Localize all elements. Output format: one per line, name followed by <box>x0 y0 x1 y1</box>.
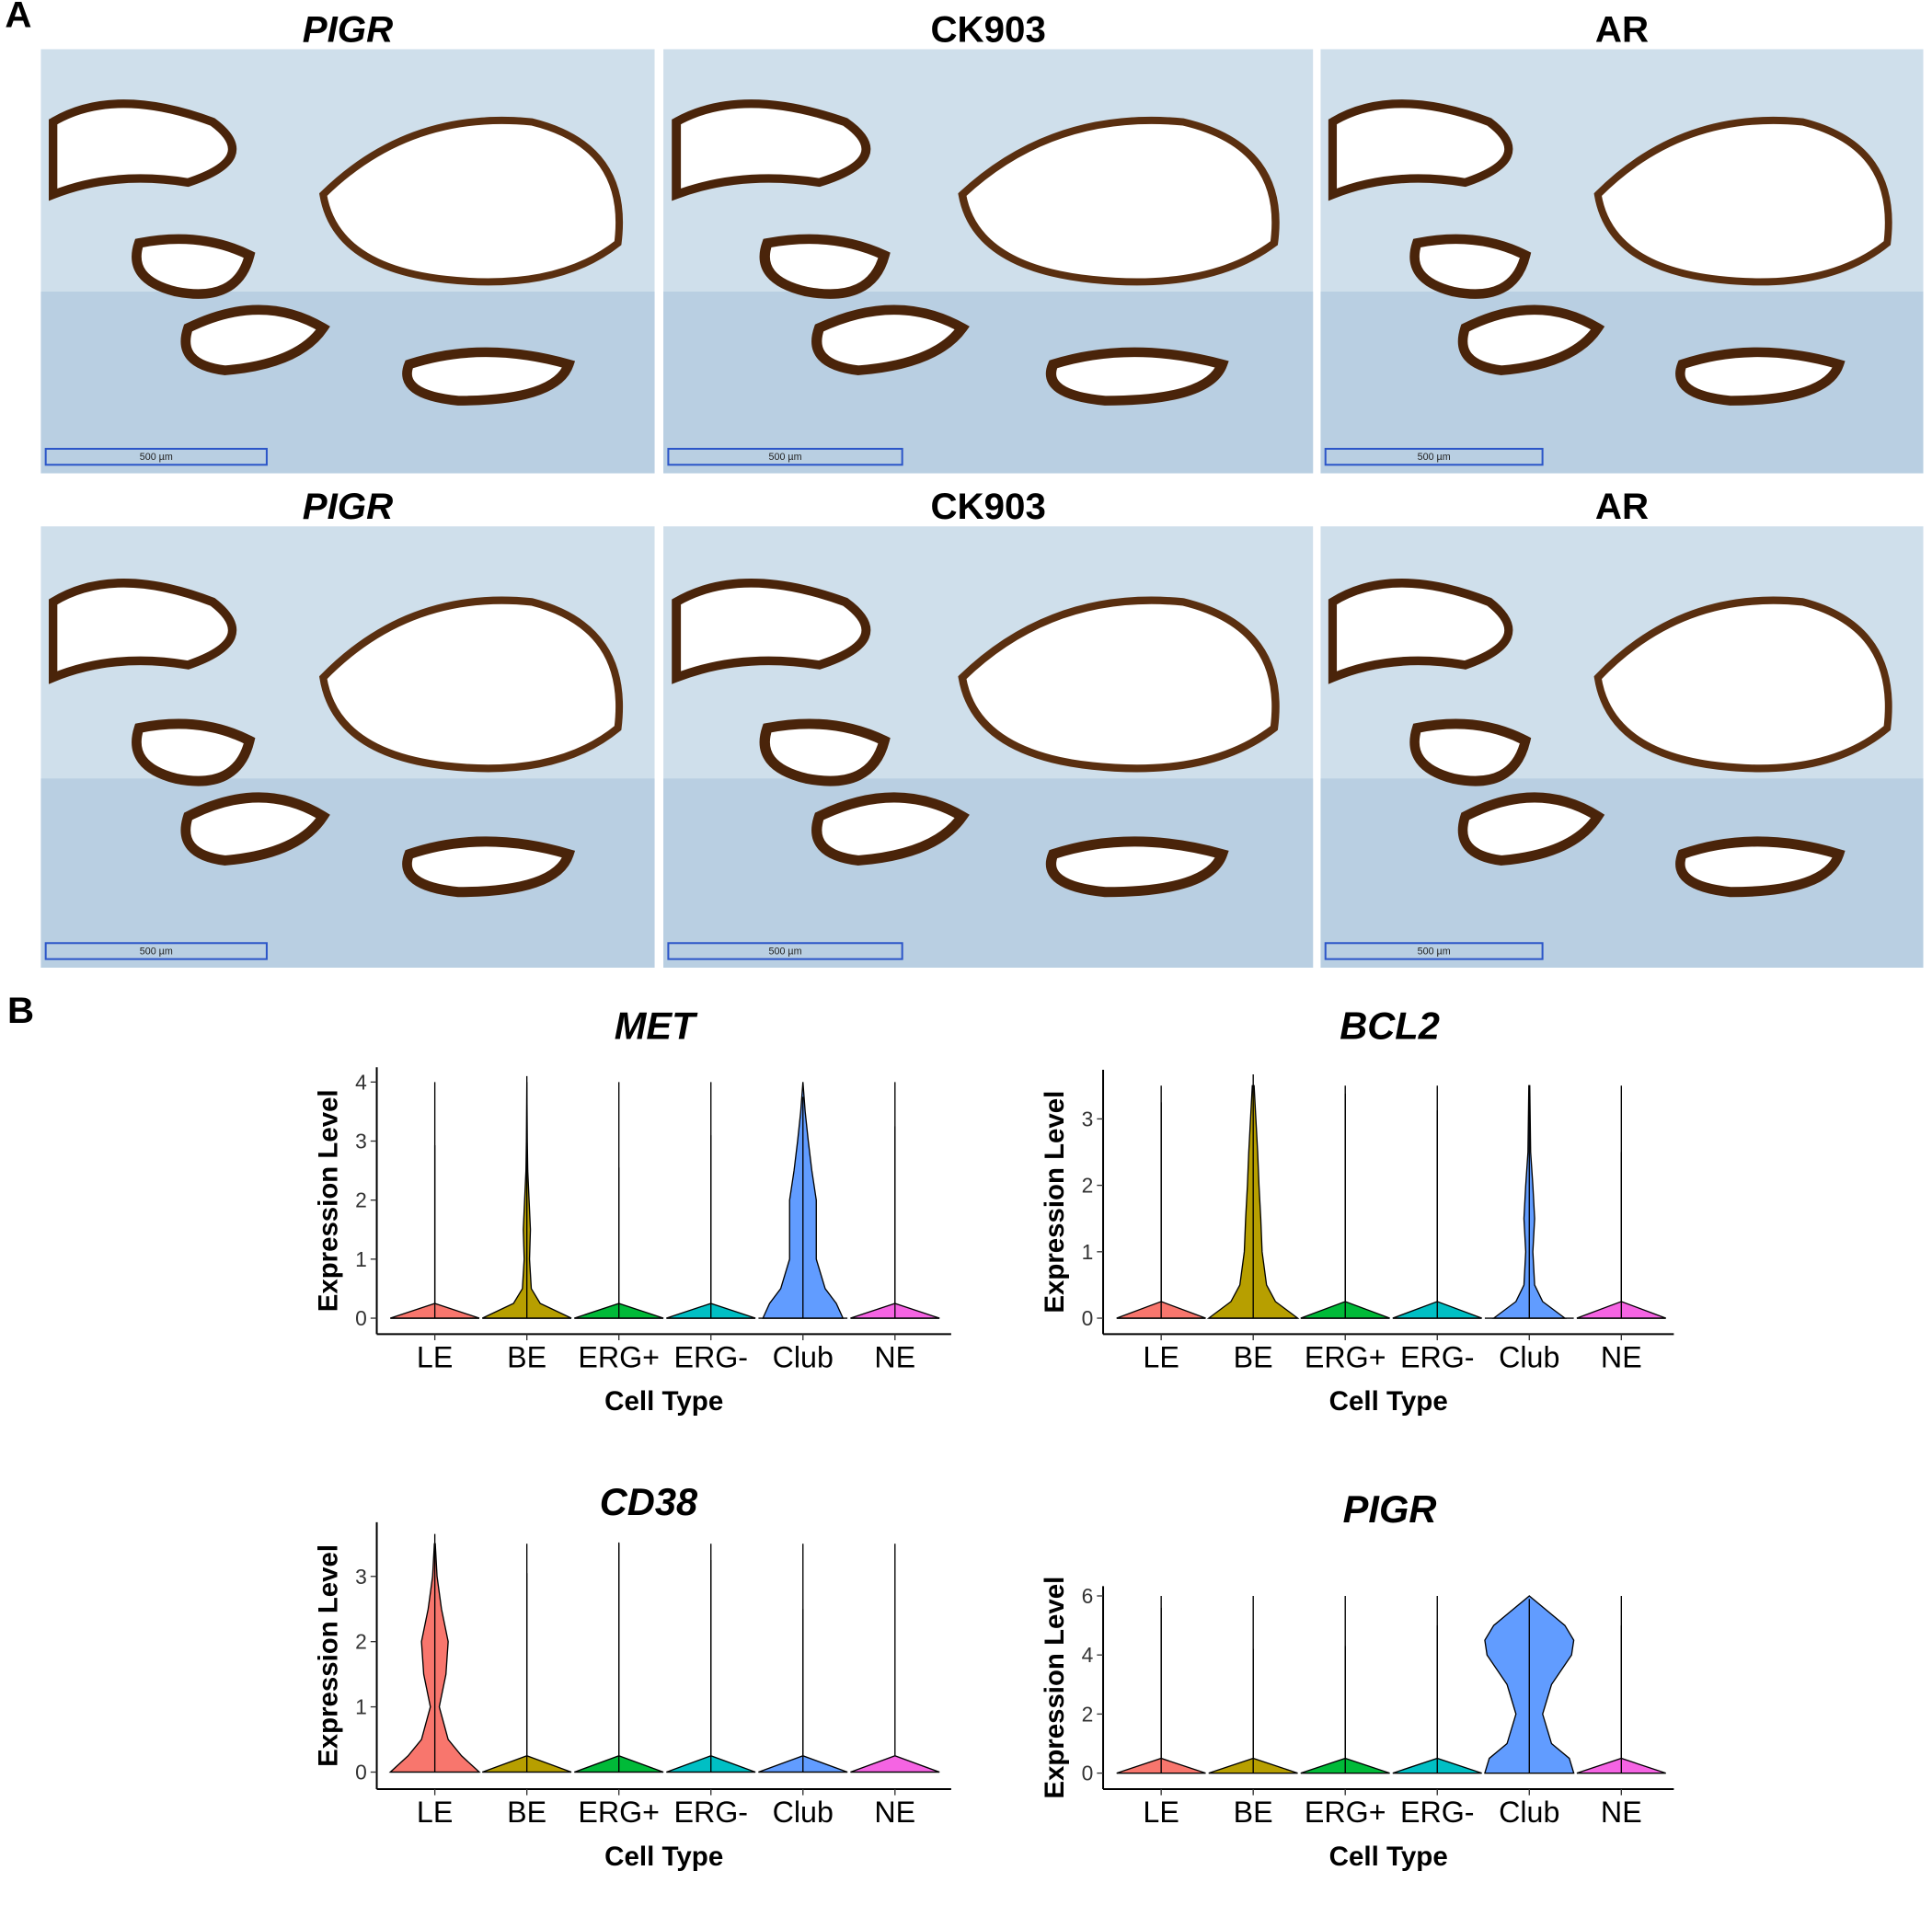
scale-bar <box>1324 447 1544 466</box>
y-axis-label: Expression Level <box>1040 1577 1070 1799</box>
micrograph <box>40 49 654 473</box>
panel-b: MET 0 1 2 3 4 LE BE ERG+ ERG- Club NE Cell Type Expre… <box>314 1004 1674 1872</box>
scale-bar-label: 500 µm <box>1418 452 1451 463</box>
x-tick-label: Club <box>773 1341 834 1374</box>
x-tick-label: BE <box>507 1796 546 1829</box>
x-axis-label: Cell Type <box>604 1842 723 1872</box>
image-title: AR <box>1595 9 1649 51</box>
x-tick-label: ERG+ <box>1305 1796 1386 1829</box>
panel-label: B <box>7 990 34 1031</box>
x-tick-label: LE <box>417 1796 453 1829</box>
micrograph <box>1320 526 1923 968</box>
x-tick-label: ERG- <box>673 1341 748 1374</box>
scale-bar <box>44 447 268 466</box>
chart-title: MET <box>615 1004 698 1048</box>
x-tick-label: ERG- <box>1400 1341 1475 1374</box>
image-title: AR <box>1595 486 1649 527</box>
x-tick-label: BE <box>1234 1796 1273 1829</box>
y-tick-label: 1 <box>355 1247 367 1271</box>
y-tick-label: 2 <box>355 1188 367 1212</box>
y-tick-label: 6 <box>1082 1584 1094 1608</box>
scale-bar-label: 500 µm <box>1418 946 1451 957</box>
micrograph <box>1320 49 1923 473</box>
panel-label: A <box>5 0 31 35</box>
violin-chart: CD38 0 1 2 3 LE BE ERG+ ERG- Club NE Cell Type Expre… <box>314 1480 951 1872</box>
y-tick-label: 1 <box>355 1695 367 1719</box>
image-title: CK903 <box>930 486 1045 527</box>
x-tick-label: BE <box>1234 1341 1273 1374</box>
scale-bar <box>667 942 903 960</box>
x-axis-label: Cell Type <box>1329 1842 1448 1872</box>
y-tick-label: 0 <box>355 1306 367 1330</box>
y-axis-label: Expression Level <box>314 1089 344 1312</box>
x-tick-label: LE <box>417 1341 453 1374</box>
scale-bar-label: 500 µm <box>769 452 802 463</box>
x-tick-label: NE <box>874 1796 915 1829</box>
violin-chart: PIGR 0 2 4 6 LE BE ERG+ ERG- Club NE Cell Type Expre… <box>1040 1487 1674 1872</box>
x-axis-label: Cell Type <box>1329 1386 1448 1417</box>
y-tick-label: 1 <box>1082 1240 1094 1264</box>
x-tick-label: ERG+ <box>1305 1341 1386 1374</box>
violin <box>850 1544 940 1773</box>
x-tick-label: BE <box>507 1341 546 1374</box>
scale-bar-label: 500 µm <box>140 452 173 463</box>
x-tick-label: LE <box>1143 1341 1179 1374</box>
y-tick-label: 2 <box>1082 1702 1094 1726</box>
violin-chart: MET 0 1 2 3 4 LE BE ERG+ ERG- Club NE Cell Type Expre… <box>314 1004 951 1417</box>
x-tick-label: Club <box>773 1796 834 1829</box>
x-tick-label: ERG- <box>673 1796 748 1829</box>
chart-title: PIGR <box>1343 1487 1437 1531</box>
y-tick-label: 3 <box>1082 1107 1094 1130</box>
x-tick-label: NE <box>1601 1796 1642 1829</box>
y-tick-label: 4 <box>1082 1643 1094 1667</box>
y-tick-label: 4 <box>355 1070 367 1094</box>
x-tick-label: ERG+ <box>578 1341 660 1374</box>
y-tick-label: 2 <box>1082 1174 1094 1198</box>
scale-bar-label: 500 µm <box>769 946 802 957</box>
scale-bar-label: 500 µm <box>140 946 173 957</box>
image-title: CK903 <box>930 9 1045 51</box>
scale-bar <box>667 447 903 466</box>
x-tick-label: LE <box>1143 1796 1179 1829</box>
y-axis-label: Expression Level <box>314 1544 344 1767</box>
x-tick-label: Club <box>1499 1341 1559 1374</box>
y-tick-label: 3 <box>355 1130 367 1153</box>
scale-bar <box>44 942 268 960</box>
image-title: PIGR <box>303 9 393 51</box>
micrograph <box>40 526 654 968</box>
y-tick-label: 0 <box>1082 1306 1094 1330</box>
x-tick-label: ERG+ <box>578 1796 660 1829</box>
y-tick-label: 2 <box>355 1630 367 1654</box>
y-tick-label: 0 <box>1082 1762 1094 1785</box>
chart-title: CD38 <box>600 1480 698 1523</box>
chart-title: BCL2 <box>1340 1004 1440 1048</box>
scale-bar <box>1324 942 1544 960</box>
x-tick-label: Club <box>1499 1796 1559 1829</box>
y-tick-label: 0 <box>355 1761 367 1785</box>
y-axis-label: Expression Level <box>1040 1091 1070 1314</box>
x-axis-label: Cell Type <box>604 1386 723 1417</box>
image-title: PIGR <box>303 486 393 527</box>
x-tick-label: ERG- <box>1400 1796 1475 1829</box>
x-tick-label: NE <box>1601 1341 1642 1374</box>
violin-chart: BCL2 0 1 2 3 LE BE ERG+ ERG- Club NE Cell Type Expre… <box>1040 1004 1674 1417</box>
micrograph <box>663 49 1313 473</box>
panel-a: PIGR 500 µm CK903 500 µm AR 500 µm PIGR 500 µm C… <box>40 9 1923 968</box>
x-tick-label: NE <box>874 1341 915 1374</box>
micrograph <box>663 526 1313 968</box>
y-tick-label: 3 <box>355 1565 367 1589</box>
